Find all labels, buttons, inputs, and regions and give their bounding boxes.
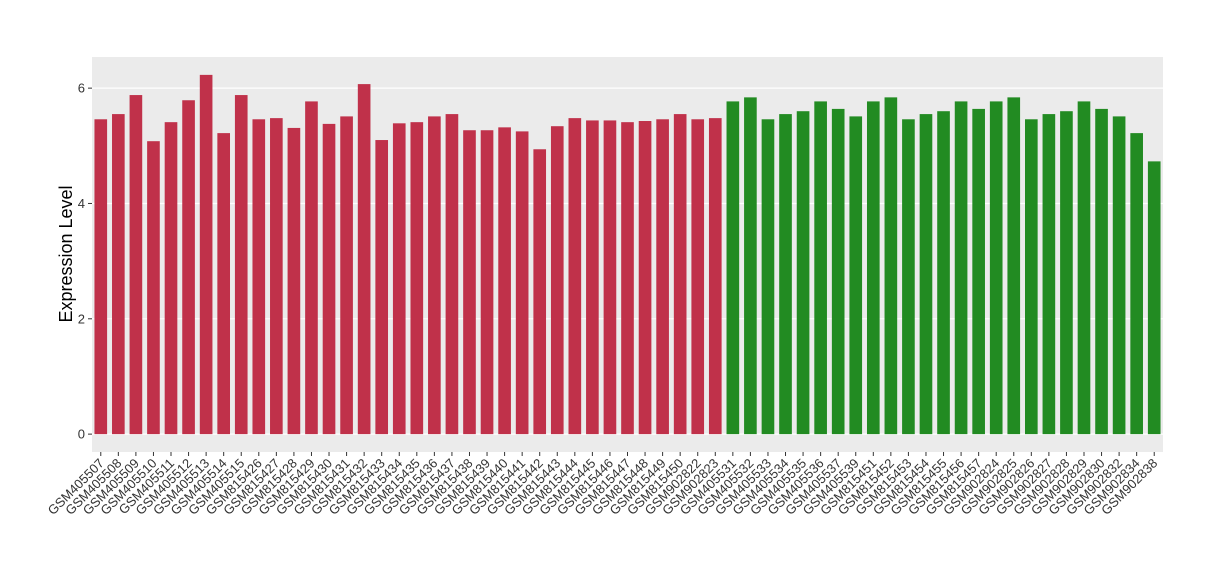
bar: [1042, 114, 1056, 435]
bar: [270, 118, 283, 435]
y-axis-title: Expression Level: [56, 185, 76, 322]
bar: [1060, 111, 1073, 435]
bar: [1077, 101, 1091, 435]
bar: [1024, 119, 1038, 435]
bar: [480, 130, 494, 435]
bar: [498, 127, 511, 435]
bar: [305, 101, 318, 435]
bar: [112, 114, 125, 435]
y-tick-label: 4: [78, 196, 85, 211]
bar: [252, 119, 266, 435]
bar: [691, 119, 705, 435]
bar: [568, 118, 582, 435]
bar: [164, 122, 178, 435]
bar: [357, 84, 371, 435]
bar: [656, 119, 669, 435]
y-tick-label: 6: [78, 81, 85, 96]
bar: [445, 114, 459, 435]
bar: [322, 123, 336, 435]
bar: [1112, 116, 1126, 435]
bar: [902, 119, 915, 435]
bar: [94, 119, 108, 435]
bar: [831, 108, 845, 435]
bar: [463, 130, 476, 435]
bar: [375, 140, 389, 435]
bar: [937, 111, 950, 435]
bar: [849, 116, 863, 435]
bar: [638, 121, 652, 435]
bar: [796, 111, 810, 435]
bar: [761, 119, 775, 435]
y-tick-label: 0: [78, 427, 85, 442]
bar: [884, 97, 898, 435]
bar: [428, 116, 441, 435]
bar: [340, 116, 353, 435]
bar: [392, 123, 406, 435]
bar: [586, 120, 599, 435]
bar: [287, 127, 301, 435]
y-tick-label: 2: [78, 311, 85, 326]
bar: [234, 95, 248, 435]
bar: [147, 141, 160, 435]
bar: [199, 74, 213, 435]
bar: [954, 101, 968, 435]
bar: [1095, 108, 1108, 435]
bar: [708, 118, 722, 435]
bar: [673, 114, 687, 435]
bar: [814, 101, 827, 435]
bar: [1147, 161, 1161, 435]
bar: [603, 120, 617, 435]
bar: [989, 101, 1003, 435]
bar: [410, 122, 424, 435]
bar: [919, 114, 933, 435]
bar: [1007, 97, 1021, 435]
bar: [744, 97, 757, 435]
bar: [972, 108, 985, 435]
bar: [182, 100, 195, 435]
bar: [779, 114, 792, 435]
bar: [515, 131, 529, 435]
bar: [550, 126, 564, 435]
bar: [726, 101, 740, 435]
bar: [621, 122, 634, 435]
bar: [533, 149, 547, 435]
bar: [217, 133, 231, 435]
bar: [866, 101, 880, 435]
bar: [1130, 133, 1143, 435]
bar: [129, 95, 143, 435]
